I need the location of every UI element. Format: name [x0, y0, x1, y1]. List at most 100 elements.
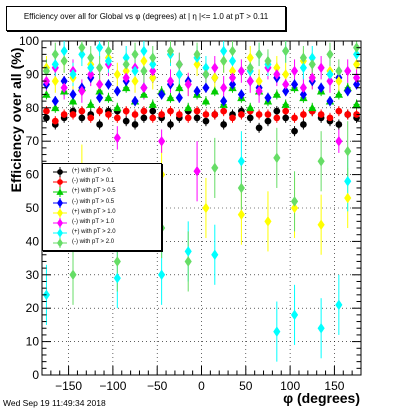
legend-marker: [53, 197, 67, 208]
data-point: [317, 111, 325, 118]
data-point: [344, 145, 352, 157]
data-point: [264, 111, 272, 118]
data-point: [273, 107, 281, 115]
data-point: [264, 117, 272, 125]
data-point: [51, 75, 59, 87]
data-point: [211, 62, 219, 73]
data-point: [326, 95, 334, 107]
legend-entry: (+) with pT > 0.: [43, 167, 161, 177]
data-point: [131, 121, 139, 128]
data-point: [166, 93, 175, 102]
data-point: [299, 62, 307, 73]
data-point: [202, 82, 210, 94]
data-points: [42, 42, 361, 337]
data-point: [158, 135, 166, 147]
data-point: [335, 107, 343, 115]
data-point: [344, 65, 352, 77]
legend-symbol: [57, 169, 63, 175]
data-point: [246, 114, 254, 122]
data-point: [220, 82, 228, 94]
data-point: [95, 86, 104, 95]
data-point: [282, 45, 290, 57]
y-tick-label: 40: [26, 234, 40, 248]
data-point: [246, 75, 254, 87]
data-point: [326, 114, 334, 122]
data-point: [184, 114, 192, 122]
data-point: [290, 79, 299, 90]
data-point: [60, 55, 68, 67]
data-point: [69, 69, 77, 80]
title-box: Efficiency over all for Global vs φ (deg…: [6, 6, 286, 31]
data-point: [290, 196, 299, 207]
chart-title: Efficiency over all for Global vs φ (deg…: [23, 12, 269, 21]
data-point: [69, 269, 77, 281]
data-point: [273, 152, 281, 164]
data-point: [352, 72, 361, 83]
legend-marker: [53, 228, 67, 239]
data-point: [273, 114, 281, 122]
data-point: [193, 85, 201, 97]
data-point: [317, 155, 325, 167]
data-point: [202, 117, 210, 125]
data-point: [211, 111, 219, 118]
data-point: [300, 121, 307, 128]
legend-symbol: [56, 238, 64, 248]
data-point: [211, 72, 219, 83]
data-point: [335, 75, 343, 87]
data-point: [96, 79, 104, 90]
data-point: [167, 121, 174, 128]
data-point: [166, 45, 175, 57]
data-point: [290, 65, 299, 77]
y-tick-label: 100: [19, 34, 39, 48]
data-point: [69, 111, 77, 118]
data-point: [96, 107, 103, 115]
legend-label: (-) with pT > 0.5: [72, 198, 115, 205]
data-point: [86, 100, 95, 108]
data-point: [140, 65, 148, 77]
data-point: [113, 103, 122, 112]
data-point: [290, 309, 299, 321]
data-point: [335, 121, 343, 128]
data-point: [344, 192, 352, 204]
data-point: [87, 62, 95, 73]
data-point: [273, 69, 281, 80]
legend-symbol: [56, 188, 64, 196]
data-point: [211, 249, 219, 261]
legend-symbol: [57, 179, 63, 186]
data-point: [299, 82, 307, 94]
data-point: [104, 45, 113, 57]
data-point: [228, 72, 237, 83]
data-point: [139, 90, 149, 98]
data-point: [43, 107, 50, 115]
data-point: [60, 111, 68, 118]
data-point: [264, 55, 272, 67]
data-point: [335, 65, 343, 77]
data-point: [352, 100, 361, 108]
y-tick-label: 20: [26, 301, 40, 315]
x-tick-label: 50: [239, 379, 253, 393]
data-point: [290, 202, 299, 214]
data-point: [291, 127, 298, 135]
data-point: [113, 85, 121, 97]
data-point: [78, 42, 86, 53]
data-point: [210, 86, 219, 95]
data-point: [193, 166, 201, 177]
data-point: [255, 75, 263, 87]
data-point: [282, 85, 290, 97]
data-point: [96, 92, 104, 104]
data-point: [149, 65, 157, 77]
data-point: [148, 100, 157, 108]
legend-entry: (-) with pT > 2.0: [43, 238, 161, 249]
data-point: [220, 55, 228, 67]
data-point: [113, 114, 121, 122]
data-point: [140, 55, 148, 67]
data-point: [282, 107, 290, 115]
legend-marker: [53, 187, 67, 198]
y-tick-label: 70: [26, 134, 40, 148]
data-point: [87, 114, 95, 122]
data-point: [246, 52, 254, 63]
data-point: [131, 111, 139, 118]
data-point: [255, 85, 263, 97]
data-point: [78, 114, 86, 122]
data-point: [308, 59, 316, 70]
